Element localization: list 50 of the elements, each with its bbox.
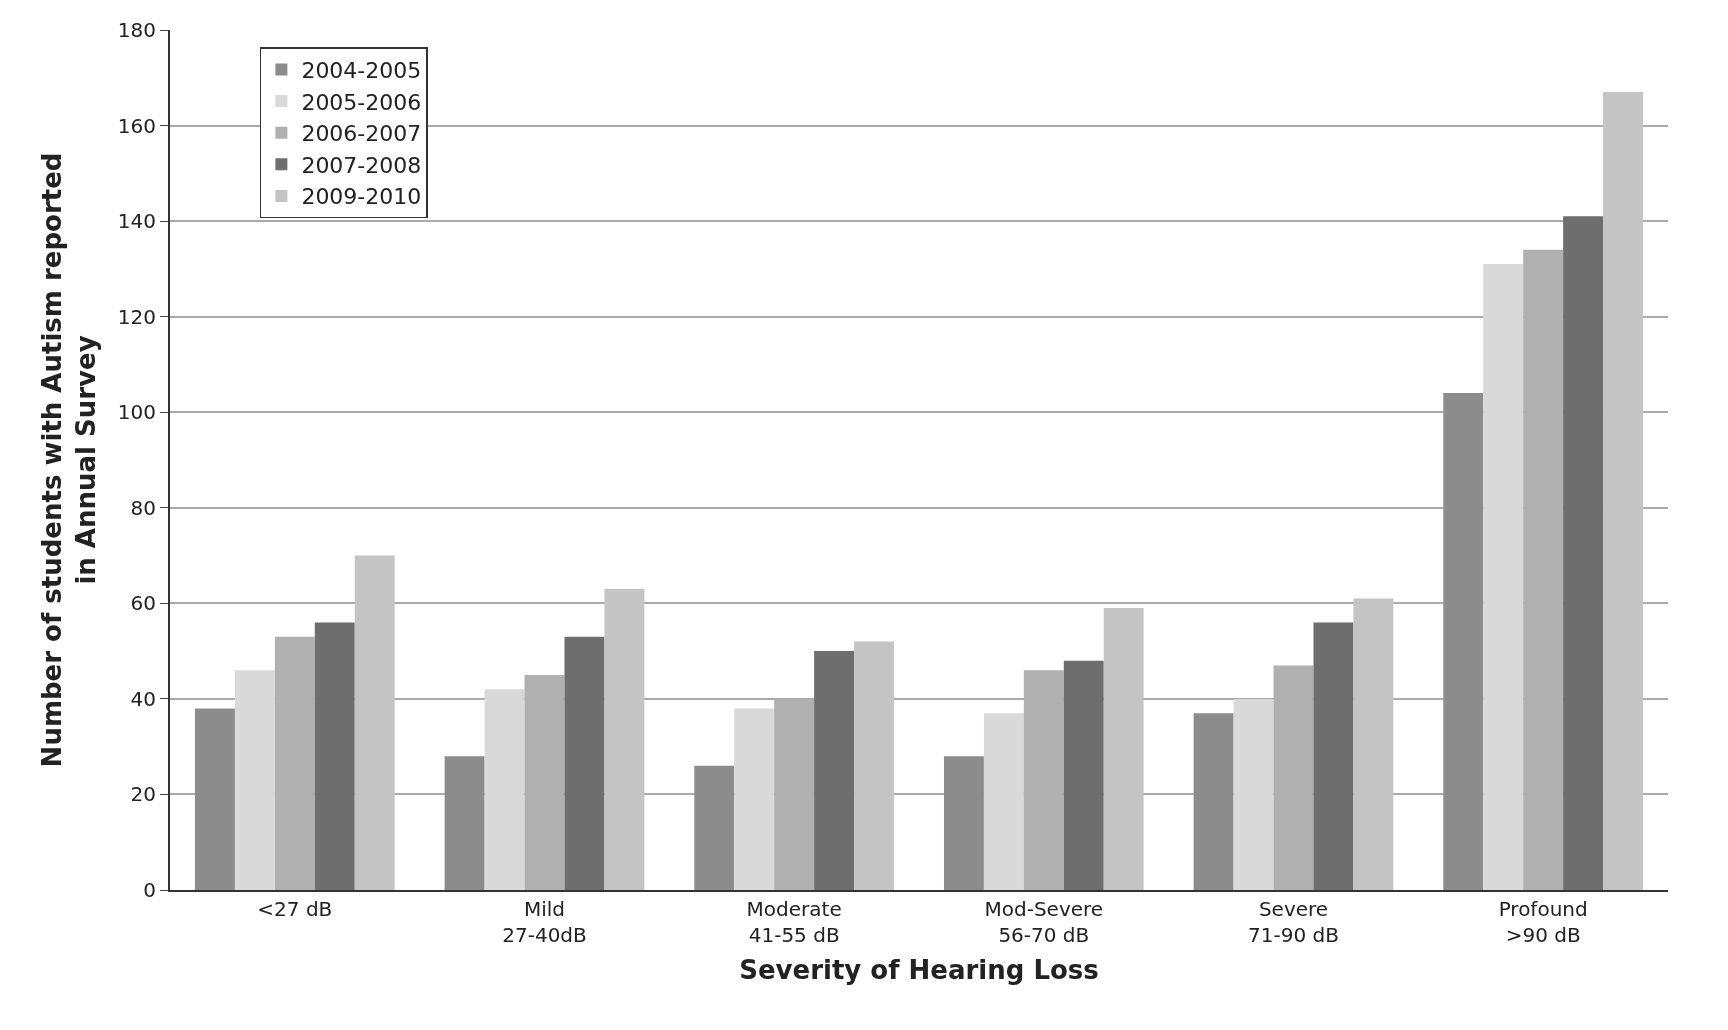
bar bbox=[194, 708, 235, 890]
bar bbox=[814, 651, 855, 890]
bar bbox=[1523, 249, 1564, 890]
x-tick-label: <27 dB bbox=[257, 897, 333, 921]
bar bbox=[1483, 264, 1524, 890]
bar bbox=[564, 636, 605, 890]
bar bbox=[1603, 92, 1644, 890]
bar bbox=[1103, 608, 1144, 890]
y-tick-label: 160 bbox=[117, 113, 156, 138]
bar bbox=[854, 641, 895, 890]
legend-label: 2007-2008 bbox=[301, 152, 422, 178]
bar bbox=[1443, 393, 1484, 890]
y-tick-label: 0 bbox=[143, 878, 156, 902]
legend-label: 2004-2005 bbox=[301, 58, 422, 84]
x-tick-label: Mod-Severe 56-70 dB bbox=[984, 897, 1104, 947]
y-axis-title: Number of students with Autism reported in Annual Survey bbox=[36, 152, 101, 768]
bar bbox=[1563, 216, 1604, 890]
bar bbox=[314, 622, 355, 890]
legend-label: 2006-2007 bbox=[301, 121, 422, 147]
y-tick-label: 120 bbox=[117, 304, 156, 329]
legend-label: 2009-2010 bbox=[301, 184, 422, 210]
bar bbox=[234, 670, 275, 890]
bar bbox=[1313, 622, 1354, 890]
y-tick-label: 180 bbox=[117, 18, 156, 42]
bar bbox=[943, 756, 984, 890]
x-tick-label: Mild 27-40dB bbox=[502, 897, 587, 947]
bar bbox=[484, 689, 525, 890]
bar bbox=[983, 713, 1024, 890]
bar bbox=[274, 636, 315, 890]
x-tick-label: Moderate 41-55 dB bbox=[746, 897, 842, 947]
y-tick-label: 40 bbox=[130, 686, 156, 711]
bar bbox=[1193, 713, 1234, 890]
bar bbox=[444, 756, 485, 890]
bar bbox=[734, 708, 775, 890]
x-axis-title: Severity of Hearing Loss bbox=[739, 955, 1099, 986]
y-tick-label: 80 bbox=[130, 495, 156, 520]
bar bbox=[1233, 698, 1274, 890]
x-tick-label: Profound >90 dB bbox=[1498, 897, 1588, 947]
bar bbox=[524, 675, 565, 890]
bar bbox=[1353, 598, 1394, 890]
y-tick-label: 20 bbox=[130, 782, 156, 807]
bar bbox=[354, 555, 395, 890]
x-tick-label: Severe 71-90 dB bbox=[1248, 897, 1339, 947]
bar bbox=[604, 589, 645, 890]
bar bbox=[694, 765, 735, 890]
bar bbox=[1063, 660, 1104, 890]
y-tick-label: 100 bbox=[117, 400, 156, 425]
legend-label: 2005-2006 bbox=[301, 89, 422, 115]
y-tick-label: 60 bbox=[130, 591, 156, 616]
y-tick-label: 140 bbox=[117, 209, 156, 234]
